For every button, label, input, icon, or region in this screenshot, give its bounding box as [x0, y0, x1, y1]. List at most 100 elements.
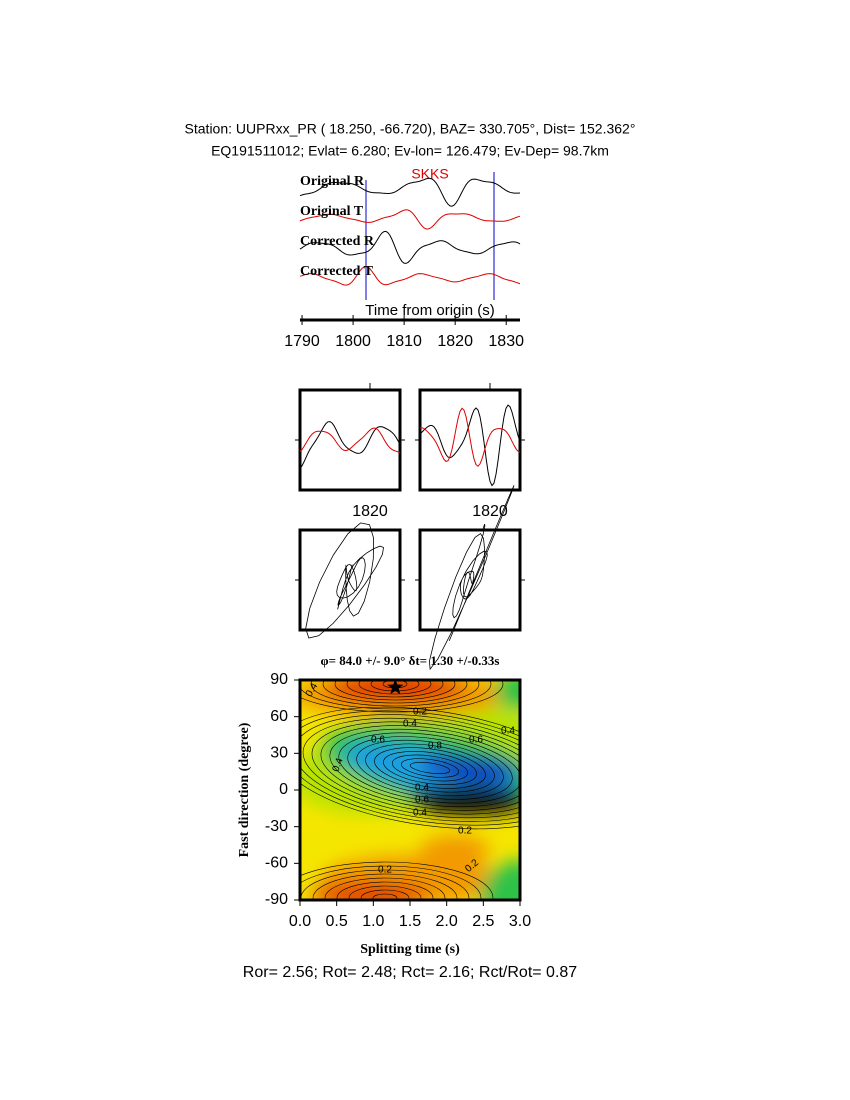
- particle-box: [298, 528, 402, 632]
- best-fit-star: [387, 678, 404, 695]
- window-trace: [299, 421, 401, 469]
- contour-line: [392, 754, 468, 782]
- x-tick-label: 1.5: [399, 913, 421, 930]
- contour-label: 0.4: [501, 726, 515, 737]
- y-tick-label: -90: [265, 891, 288, 908]
- grid-search: 0.40.20.40.60.80.60.40.40.40.60.40.20.2 0…: [265, 671, 531, 930]
- contour-line: [320, 725, 520, 811]
- x-tick-label: 1820: [472, 503, 508, 520]
- particle-motion: [428, 485, 515, 671]
- contour-line: [348, 885, 422, 900]
- x-tick-label: 1.0: [362, 913, 384, 930]
- contour-line: [312, 873, 458, 900]
- trace: [299, 266, 521, 286]
- x-tick-label: 0.5: [326, 913, 348, 930]
- contour-line: [322, 680, 468, 704]
- contour-line: [338, 732, 520, 804]
- contour-label: 0.6: [415, 795, 429, 806]
- trace: [299, 177, 521, 207]
- contour-line: [347, 736, 513, 800]
- contour-label: 0.6: [469, 735, 483, 746]
- x-tick-label: 1790: [284, 333, 320, 350]
- contour-label: 0.8: [428, 741, 442, 752]
- x-tick-label: 1830: [488, 333, 524, 350]
- contour-label: 0.6: [371, 735, 385, 746]
- x-axis-label: Time from origin (s): [365, 302, 494, 319]
- y-tick-label: -30: [265, 818, 288, 835]
- contour-label: 0.4: [415, 783, 429, 794]
- waveform-panel: Original R Original T Corrected R Corrected…: [284, 174, 524, 350]
- window-trace: [419, 404, 521, 487]
- blob: [495, 680, 520, 710]
- phase-label: SKKS: [411, 166, 448, 182]
- contour-line: [383, 751, 477, 785]
- contour-line: [302, 717, 520, 819]
- contour-line: [358, 680, 432, 695]
- x-axis-label: Splitting time (s): [360, 942, 460, 957]
- window-panels: 1820 1820: [295, 383, 525, 671]
- x-tick-label: 0.0: [289, 913, 311, 930]
- trace: [299, 230, 521, 264]
- contour-label: 0.4: [403, 719, 417, 730]
- blob: [480, 860, 520, 900]
- contour-line: [311, 721, 520, 815]
- contour-line: [329, 728, 520, 808]
- x-tick-label: 1820: [437, 333, 473, 350]
- contour-line: [300, 680, 492, 710]
- contour-label: 0.4: [331, 756, 346, 773]
- y-tick-label: 0: [279, 781, 288, 798]
- x-tick-label: 1810: [386, 333, 422, 350]
- trace-label: Original T: [300, 204, 364, 219]
- x-tick-label: 1820: [352, 503, 388, 520]
- y-tick-label: 60: [270, 708, 288, 725]
- contour-line: [365, 743, 495, 793]
- contour-line: [300, 861, 494, 900]
- particle-box: [418, 528, 522, 632]
- window-box: [298, 388, 402, 492]
- x-tick-label: 3.0: [509, 913, 531, 930]
- x-tick-label: 2.5: [472, 913, 494, 930]
- contour-line: [372, 893, 398, 900]
- contour-fill: [300, 680, 520, 900]
- trace-label: Corrected R: [300, 234, 375, 249]
- contour-line: [310, 680, 480, 707]
- contour-line: [356, 739, 504, 797]
- window-trace: [299, 427, 401, 453]
- y-axis-label: Fast direction (degree): [237, 722, 252, 857]
- contour-label: 0.2: [378, 865, 392, 876]
- contour-line: [324, 877, 446, 900]
- contour-line: [334, 680, 456, 701]
- window-trace: [419, 407, 521, 467]
- contour-line: [374, 747, 486, 789]
- contour-line: [300, 714, 520, 822]
- contour-label: 0.2: [458, 826, 472, 837]
- y-tick-label: -60: [265, 855, 288, 872]
- contour-line: [300, 710, 520, 826]
- contour-label: 0.4: [413, 808, 427, 819]
- blob: [420, 755, 520, 781]
- event-info: EQ191511012; Evlat= 6.280; Ev-lon= 126.4…: [211, 143, 609, 159]
- blob: [310, 883, 430, 900]
- trace-label: Corrected T: [300, 264, 374, 279]
- x-tick-label: 1800: [335, 333, 371, 350]
- ratios: Ror= 2.56; Rot= 2.48; Rct= 2.16; Rct/Rot…: [243, 964, 578, 981]
- contour-label: 0.2: [413, 707, 427, 718]
- trace: [299, 209, 521, 230]
- x-tick-label: 2.0: [436, 913, 458, 930]
- blob: [410, 785, 520, 815]
- trace-label: Original R: [300, 174, 365, 189]
- contour-line: [300, 706, 520, 830]
- station-info: Station: UUPRxx_PR ( 18.250, -66.720), B…: [185, 121, 636, 137]
- contour-line: [346, 680, 444, 698]
- particle-motion: [305, 522, 384, 639]
- result-title: φ= 84.0 +/- 9.0° δt= 1.30 +/-0.33s: [321, 653, 500, 668]
- contour-line: [360, 889, 410, 900]
- contour-line: [300, 865, 482, 900]
- contour-line: [300, 680, 504, 713]
- y-tick-label: 90: [270, 671, 288, 688]
- blob: [420, 835, 490, 865]
- contour-line: [409, 762, 451, 774]
- y-tick-label: 30: [270, 745, 288, 762]
